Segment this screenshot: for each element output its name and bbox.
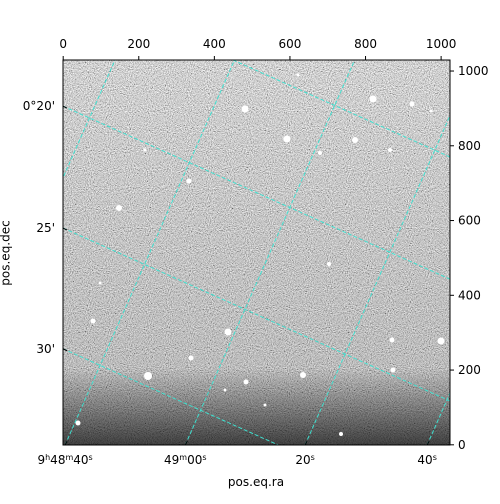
y-axis-label: pos.eq.dec	[0, 220, 13, 285]
stars	[75, 73, 445, 436]
ra-tick-label: 9h48m40s	[37, 453, 92, 468]
grid-line	[64, 60, 235, 445]
ra-tick-label: 49m00s	[164, 453, 207, 468]
x-tick-label: 1000	[426, 37, 457, 51]
ra-tick	[64, 440, 68, 446]
x-tick-label: 200	[127, 37, 150, 51]
grid-line	[231, 60, 450, 158]
ra-tick	[184, 440, 188, 446]
x-tick-label: 0	[59, 37, 67, 51]
grid-line	[63, 105, 450, 280]
dec-tick	[62, 105, 68, 109]
dec-tick-label: 0°20'	[23, 99, 55, 113]
y-tick-label: 200	[458, 363, 481, 377]
grid-line	[63, 60, 116, 180]
x-axis-label: pos.eq.ra	[228, 475, 284, 489]
ra-tick-label: 40s	[417, 453, 436, 468]
ra-tick	[426, 440, 430, 446]
x-tick-label: 800	[354, 37, 377, 51]
y-tick-label: 600	[458, 214, 481, 228]
y-tick-label: 0	[458, 438, 466, 452]
axes-frame	[62, 59, 451, 446]
grid-line	[63, 227, 450, 402]
dec-tick	[62, 227, 68, 231]
y-tick-label: 400	[458, 288, 481, 302]
grid-line	[184, 60, 356, 445]
dec-tick	[62, 348, 68, 352]
x-tick-label: 600	[278, 37, 301, 51]
ra-tick	[304, 440, 308, 446]
sky-image	[63, 60, 450, 445]
ra-tick-label: 20s	[295, 453, 314, 468]
dec-tick-label: 30'	[36, 342, 55, 356]
grid-line	[63, 348, 280, 445]
x-tick-label: 400	[203, 37, 226, 51]
grid-line	[304, 114, 450, 445]
y-tick-label: 1000	[458, 64, 489, 78]
y-tick-label: 800	[458, 139, 481, 153]
dec-tick-label: 25'	[36, 221, 55, 235]
